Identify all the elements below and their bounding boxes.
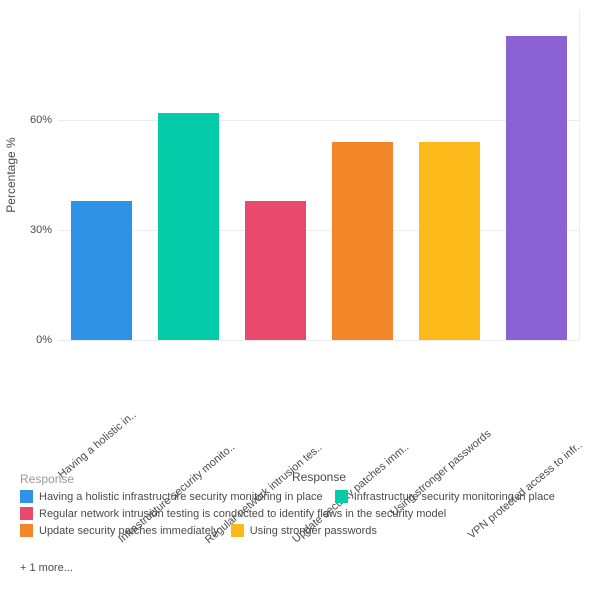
gridline xyxy=(58,120,580,121)
xtick-label: Having a holistic in.. xyxy=(130,346,213,418)
bar xyxy=(245,201,306,340)
legend-swatch xyxy=(20,524,33,537)
legend-swatch xyxy=(231,524,244,537)
y-axis-label: Percentage % xyxy=(4,137,18,212)
legend-swatch xyxy=(20,507,33,520)
gridline xyxy=(58,230,580,231)
gridline xyxy=(58,340,580,341)
legend-label: Having a holistic infrastructure securit… xyxy=(39,491,323,503)
bar-chart: 0% 30% 60% Having a holistic in.. Infrastruc… xyxy=(0,0,600,600)
legend-label: Using stronger passwords xyxy=(250,525,377,537)
ytick-label: 0% xyxy=(36,334,58,346)
bar xyxy=(506,36,567,340)
bar xyxy=(419,142,480,340)
legend-label: Regular network intrusion testing is con… xyxy=(39,508,446,520)
legend: Having a holistic infrastructure securit… xyxy=(20,490,580,537)
bar xyxy=(332,142,393,340)
legend-item: Infrastructure security monitoring in pl… xyxy=(335,490,555,503)
bar xyxy=(158,113,219,340)
plot-area: 0%30%60%Having a holistic in..Infrastruc… xyxy=(58,10,580,340)
x-axis-label: Response xyxy=(292,470,346,484)
legend-more: + 1 more... xyxy=(20,562,73,574)
legend-label: Infrastructure security monitoring in pl… xyxy=(354,491,555,503)
legend-swatch xyxy=(20,490,33,503)
ytick-label: 30% xyxy=(30,224,58,236)
legend-item: Update security patches immediately xyxy=(20,524,219,537)
legend-item: Regular network intrusion testing is con… xyxy=(20,507,446,520)
legend-label: Update security patches immediately xyxy=(39,525,219,537)
legend-item: Having a holistic infrastructure securit… xyxy=(20,490,323,503)
legend-swatch xyxy=(335,490,348,503)
legend-title: Response xyxy=(20,472,74,486)
legend-item: Using stronger passwords xyxy=(231,524,377,537)
axis-right-border xyxy=(579,10,580,340)
bar xyxy=(71,201,132,340)
ytick-label: 60% xyxy=(30,114,58,126)
